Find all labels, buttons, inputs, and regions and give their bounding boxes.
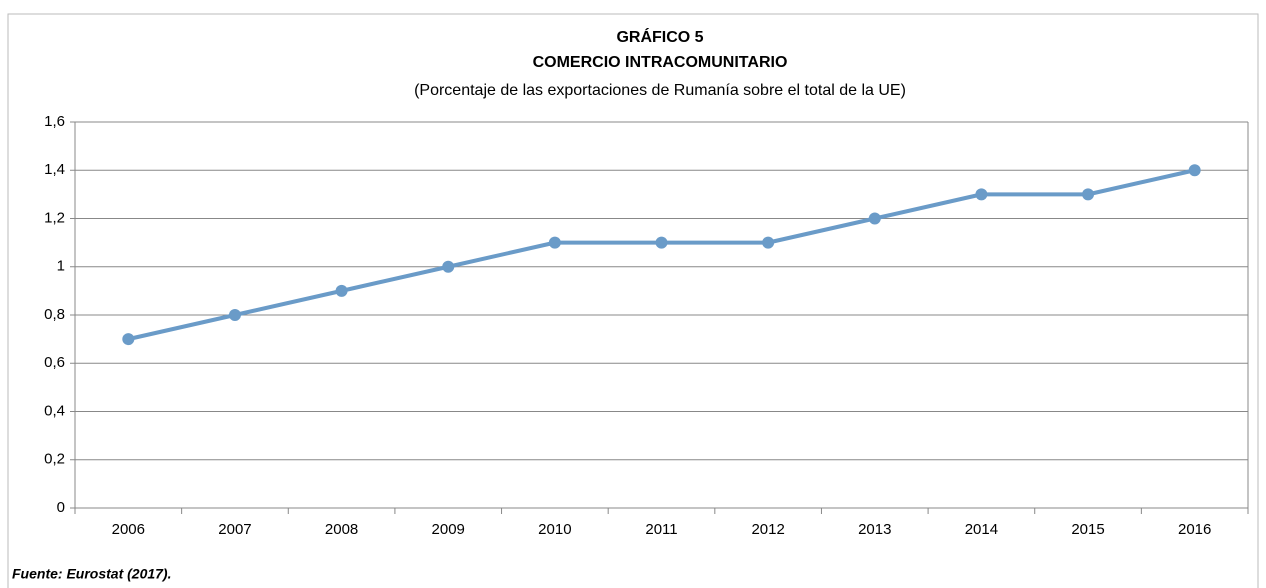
- y-tick-label: 1,2: [44, 209, 65, 226]
- x-tick-label: 2007: [218, 521, 251, 538]
- source: Fuente: Eurostat (2017).: [12, 566, 171, 582]
- x-tick-label: 2016: [1178, 521, 1211, 538]
- point: [1188, 164, 1201, 177]
- x-tick-label: 2006: [112, 521, 145, 538]
- point: [335, 284, 348, 297]
- point: [548, 236, 561, 249]
- point: [762, 236, 775, 249]
- x-tick-label: 2012: [751, 521, 784, 538]
- point: [442, 260, 455, 273]
- y-tick-label: 0,2: [44, 451, 65, 468]
- point: [975, 188, 988, 201]
- point: [122, 333, 135, 346]
- y-tick-label: 1: [57, 258, 65, 275]
- chart-note: (Porcentaje de las exportaciones de Ruma…: [414, 82, 906, 99]
- line: [127, 168, 1196, 342]
- x-tick-label: 2011: [645, 521, 677, 538]
- point: [655, 236, 668, 249]
- y-tick-label: 0: [57, 499, 65, 516]
- y-tick-label: 0,4: [44, 402, 65, 419]
- frame: [7, 13, 1259, 588]
- x-tick-label: 2014: [965, 521, 998, 538]
- x-tick-label: 2010: [538, 521, 571, 538]
- x-tick-label: 2009: [432, 521, 465, 538]
- chart-subtitle: COMERCIO INTRACOMUNITARIO: [533, 54, 788, 71]
- x-tick-label: 2013: [858, 521, 891, 538]
- point: [1082, 188, 1095, 201]
- y-tick-label: 1,6: [44, 113, 65, 130]
- x-tick-label: 2008: [325, 521, 358, 538]
- x-tick-label: 2015: [1071, 521, 1104, 538]
- y-tick-label: 1,4: [44, 161, 65, 178]
- y-tick-label: 0,6: [44, 354, 65, 371]
- point: [868, 212, 881, 225]
- chart-title: GRÁFICO 5: [616, 27, 703, 46]
- y-tick-label: 0,8: [44, 306, 65, 323]
- point: [228, 309, 241, 321]
